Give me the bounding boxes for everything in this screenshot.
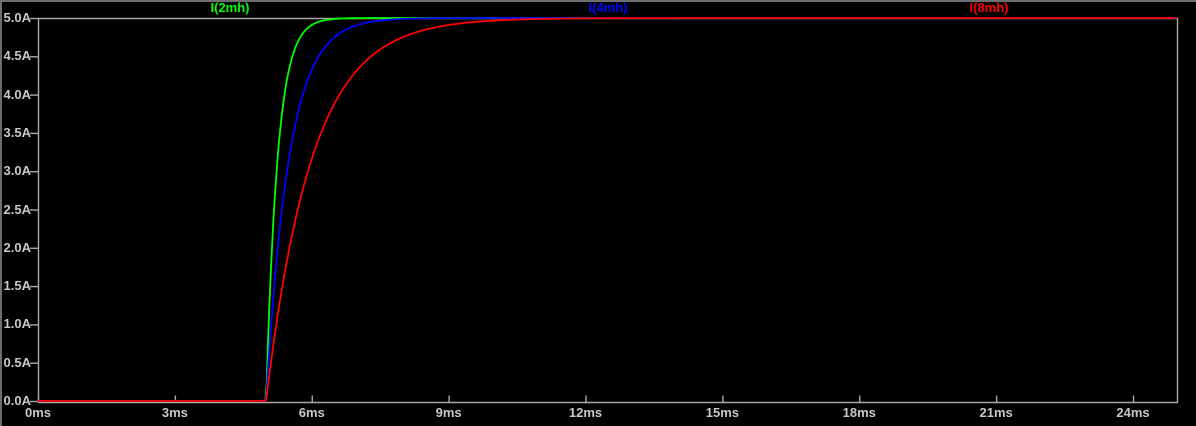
x-tick-label: 3ms (161, 405, 188, 420)
x-tick-label: 12ms (568, 405, 603, 420)
trace-i4mh[interactable] (38, 17, 1177, 402)
trace-label-i2mh[interactable]: I(2mh) (210, 0, 250, 15)
y-tick-label: 5.0A (3, 10, 31, 25)
x-tick-label: 21ms (979, 405, 1013, 420)
x-tick-label: 24ms (1116, 405, 1150, 420)
x-tick-label: 15ms (705, 405, 739, 420)
pane-border-left (0, 0, 2, 426)
x-tick-label: 0ms (24, 405, 52, 420)
y-tick-label: 2.0A (3, 239, 31, 255)
y-tick-label: 1.5A (3, 278, 31, 294)
trace-i8mh[interactable] (38, 17, 1177, 402)
trace-label-i4mh[interactable]: I(4mh) (588, 0, 628, 15)
pane-border-top (0, 0, 1196, 2)
y-tick-label: 3.5A (3, 124, 31, 140)
y-tick-label: 1.0A (3, 316, 31, 332)
y-tick-label: 0.5A (3, 354, 31, 370)
trace-i2mh[interactable] (38, 17, 1177, 402)
y-tick-label: 4.0A (3, 86, 31, 102)
x-tick-label: 9ms (435, 405, 462, 420)
y-tick-label: 4.5A (3, 48, 31, 64)
y-tick-label: 0.0A (3, 393, 31, 408)
y-tick-label: 2.5A (3, 201, 31, 217)
trace-label-i8mh[interactable]: I(8mh) (969, 0, 1009, 15)
x-tick-label: 6ms (298, 405, 325, 420)
y-tick-label: 3.0A (3, 163, 31, 179)
x-tick-label: 18ms (842, 405, 876, 420)
